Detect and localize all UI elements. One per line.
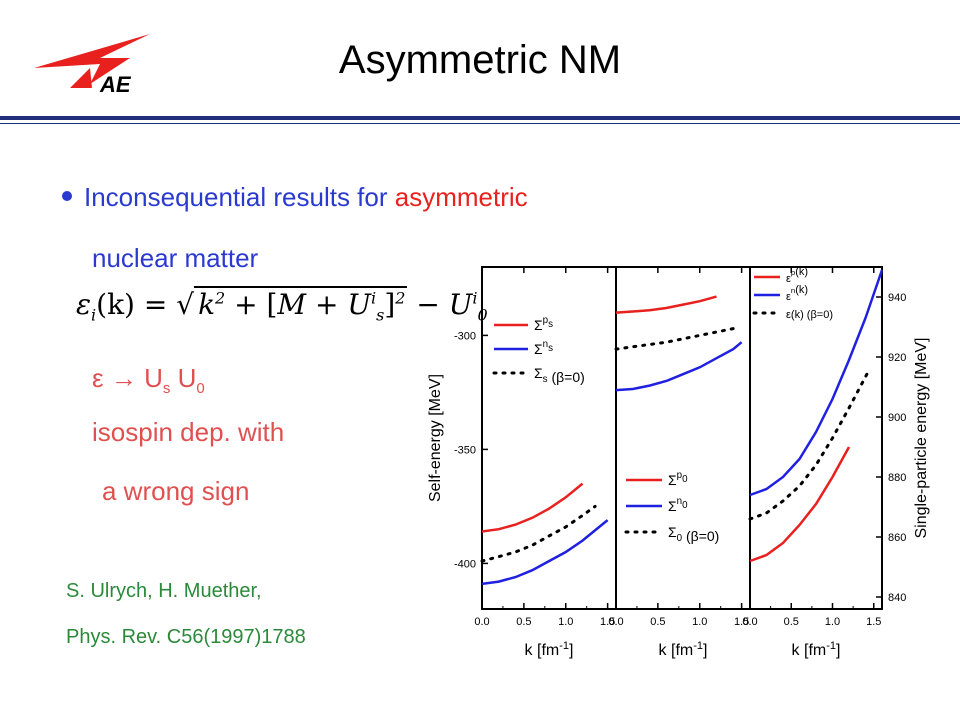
formula-plus2: + [306,288,348,321]
formula-U-sub: s [376,305,385,325]
formula-U0-sup: i [472,288,478,308]
legend-entry: Σps [534,315,553,333]
formula-k: k [198,288,216,321]
formula-bracket: ] [384,288,396,321]
eps-U2: U [177,363,197,393]
eps-U1: U [144,363,163,393]
series-line-red [481,482,584,533]
formula-minus: − [407,288,449,321]
formula-bracket-sup: 2 [395,288,406,308]
y-tick-label: -350 [454,444,476,456]
svg-text:AE: AE [99,72,132,97]
y-tick-label: 940 [888,292,906,304]
panel-frame-3 [749,266,883,610]
eps-U1-sub: s [162,380,171,398]
formula-radicand: k2 + [M + Uis]2 [194,286,408,325]
y-tick-label: -400 [454,558,476,570]
x-tick-label: 0.5 [784,616,799,628]
x-tick-label: 1.0 [692,616,707,628]
formula-M: M [277,288,307,321]
iae-logo-icon: AE [34,34,150,97]
formula-U0: U [448,288,473,321]
y-axis-label: Self-energy [MeV] [427,374,444,502]
y-tick-label: -300 [454,330,476,342]
formula-plus: + [ [225,288,278,321]
three-panel-chart: 0.0 0.5 1.0 1.5 -300 -350 -400 k [fm-1] Self-ene… [427,266,930,659]
x-tick-label: 0.0 [474,616,489,628]
formula-U-sup: i [370,288,377,308]
y-tick-label: 920 [888,352,906,364]
epsilon-line: ε → Us U0 [92,363,205,397]
bullet-line: Inconsequential results for asymmetric [62,182,528,213]
eps-U2-sub: 0 [196,380,205,398]
series-line-dotted [748,367,872,521]
right-arrow-icon: → [110,363,137,393]
series-line-red [615,295,717,314]
slide-title: Asymmetric NM [338,38,622,82]
x-tick-label: 1.5 [600,616,615,628]
legend-entry: Σs (β=0) [534,365,585,385]
formula-k-sup: 2 [215,288,226,308]
x-tick-label: 0.5 [650,616,665,628]
legend-entry: εp(k) [786,266,808,285]
formula-arg: (k) = [96,288,177,321]
x-axis-label: k [fm-1] [792,640,841,659]
title-rule-thick [0,116,960,120]
reference-authors: S. Ulrych, H. Muether, [66,580,262,602]
eps-symbol: ε [92,363,104,393]
wrong-sign-line: a wrong sign [102,476,250,506]
legend-entry: Σns [534,339,553,357]
title-rule-thin [0,123,960,124]
x-tick-label: 1.0 [558,616,573,628]
legend-entry: εn(k) [786,284,808,303]
y-tick-label: 840 [888,592,906,604]
x-tick-label: 1.5 [734,616,749,628]
series-line-red [749,446,851,563]
panel-frame-2 [615,266,751,610]
series-line-blue [749,269,884,497]
bullet-continuation: nuclear matter [92,243,259,273]
y-tick-label: 900 [888,412,906,424]
sqrt-sign-icon: √ [176,288,195,321]
bullet-dot-icon [62,191,72,202]
x-tick-label: 0.5 [516,616,531,628]
series-line-blue [615,341,743,392]
legend-entry: ε(k) (β=0) [786,309,833,321]
x-axis-label: k [fm-1] [659,640,708,659]
series-line-dotted [614,327,735,351]
formula-epsilon: ε [76,288,92,321]
x-tick-label: 0.0 [742,616,757,628]
x-tick-label: 1.0 [825,616,840,628]
series-line-dotted [480,504,597,563]
series-line-blue [481,519,609,586]
reference-journal: Phys. Rev. C56(1997)1788 [66,626,306,648]
formula-epsilon-sub: i [91,305,97,325]
energy-formula: εi(k) = √ k2 + [M + Uis]2 − Ui0 [76,286,488,325]
isospin-line: isospin dep. with [92,417,285,447]
x-tick-label: 1.5 [866,616,881,628]
y-tick-label: 880 [888,472,906,484]
x-tick-label: 0.0 [608,616,623,628]
legend-entry: Σ0 (β=0) [668,524,719,544]
formula-U: U [347,288,371,321]
y-tick-label: 860 [888,532,906,544]
y-axis-label-right: Single-particle energy [MeV] [913,338,930,539]
legend-entry: Σp0 [668,470,688,488]
legend-entry: Σn0 [668,496,688,514]
x-axis-label: k [fm-1] [525,640,574,659]
bullet-highlight: asymmetric [394,182,528,212]
bullet-text: Inconsequential results for [84,182,395,212]
